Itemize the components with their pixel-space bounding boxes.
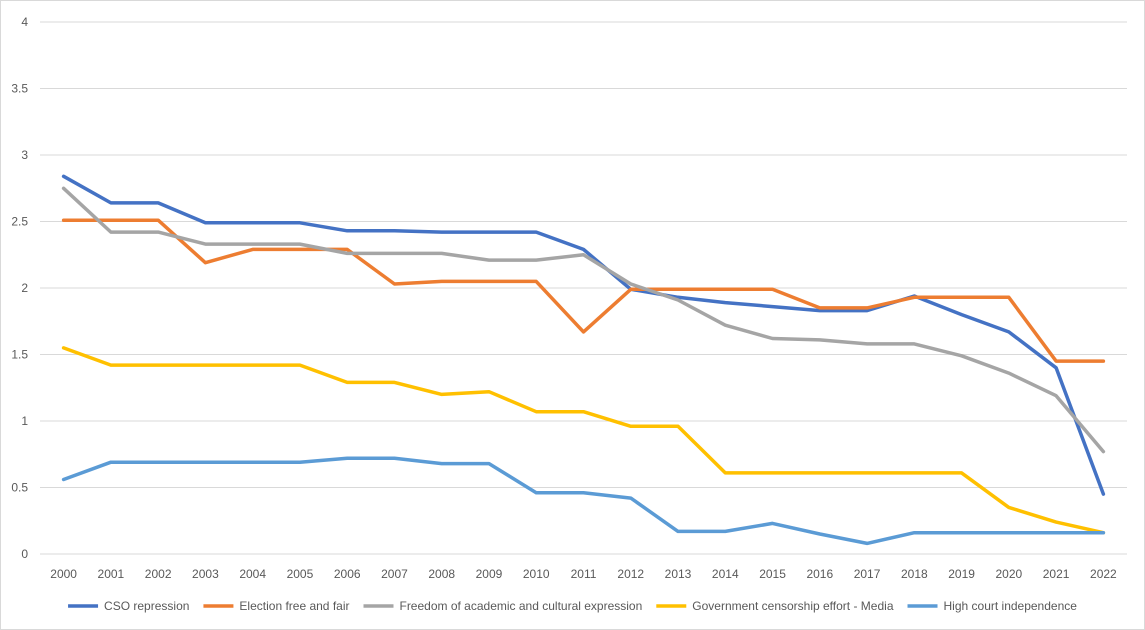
legend-label: Election free and fair — [239, 599, 349, 613]
x-tick-label: 2015 — [759, 567, 786, 581]
y-tick-label: 1.5 — [11, 348, 28, 362]
x-tick-label: 2004 — [239, 567, 266, 581]
x-tick-label: 2005 — [287, 567, 314, 581]
y-tick-label: 1 — [21, 414, 28, 428]
x-tick-label: 2008 — [428, 567, 455, 581]
x-tick-label: 2000 — [50, 567, 77, 581]
y-tick-label: 4 — [21, 15, 28, 29]
x-tick-label: 2011 — [571, 567, 597, 581]
series-line-4 — [61, 346, 1106, 535]
y-axis-tick-labels: 0 0.5 1 1.5 2 2.5 3 3.5 4 — [11, 15, 28, 561]
x-tick-label: 2013 — [665, 567, 692, 581]
x-tick-label: 2016 — [806, 567, 833, 581]
x-tick-label: 2009 — [476, 567, 503, 581]
legend-label: High court independence — [944, 599, 1078, 613]
legend: CSO repression Election free and fair Free… — [68, 599, 1077, 613]
x-tick-label: 2010 — [523, 567, 550, 581]
x-tick-label: 2018 — [901, 567, 928, 581]
y-tick-label: 2 — [21, 281, 28, 295]
legend-label: Freedom of academic and cultural express… — [399, 599, 642, 613]
series-line-2 — [61, 218, 1106, 363]
x-tick-label: 2022 — [1090, 567, 1117, 581]
legend-label: CSO repression — [104, 599, 189, 613]
series-line-1 — [61, 174, 1106, 496]
x-tick-label: 2003 — [192, 567, 219, 581]
x-tick-label: 2001 — [98, 567, 125, 581]
x-tick-label: 2006 — [334, 567, 361, 581]
x-tick-label: 2014 — [712, 567, 739, 581]
x-tick-label: 2021 — [1043, 567, 1070, 581]
series-line-5 — [61, 456, 1106, 546]
x-tick-label: 2002 — [145, 567, 172, 581]
x-tick-label: 2012 — [617, 567, 644, 581]
y-tick-label: 2.5 — [11, 215, 28, 229]
y-tick-label: 0 — [21, 547, 28, 561]
series-line-3 — [61, 186, 1106, 454]
x-tick-label: 2017 — [854, 567, 881, 581]
x-tick-label: 2007 — [381, 567, 408, 581]
y-tick-label: 0.5 — [11, 481, 28, 495]
series-lines — [61, 174, 1106, 546]
x-tick-label: 2019 — [948, 567, 975, 581]
y-tick-label: 3 — [21, 148, 28, 162]
legend-label: Government censorship effort - Media — [692, 599, 894, 613]
x-axis-tick-labels: 2000 2001 2002 2003 2004 2005 2006 2007 2008 2009… — [50, 567, 1117, 581]
x-tick-label: 2020 — [995, 567, 1022, 581]
y-tick-label: 3.5 — [11, 82, 28, 96]
